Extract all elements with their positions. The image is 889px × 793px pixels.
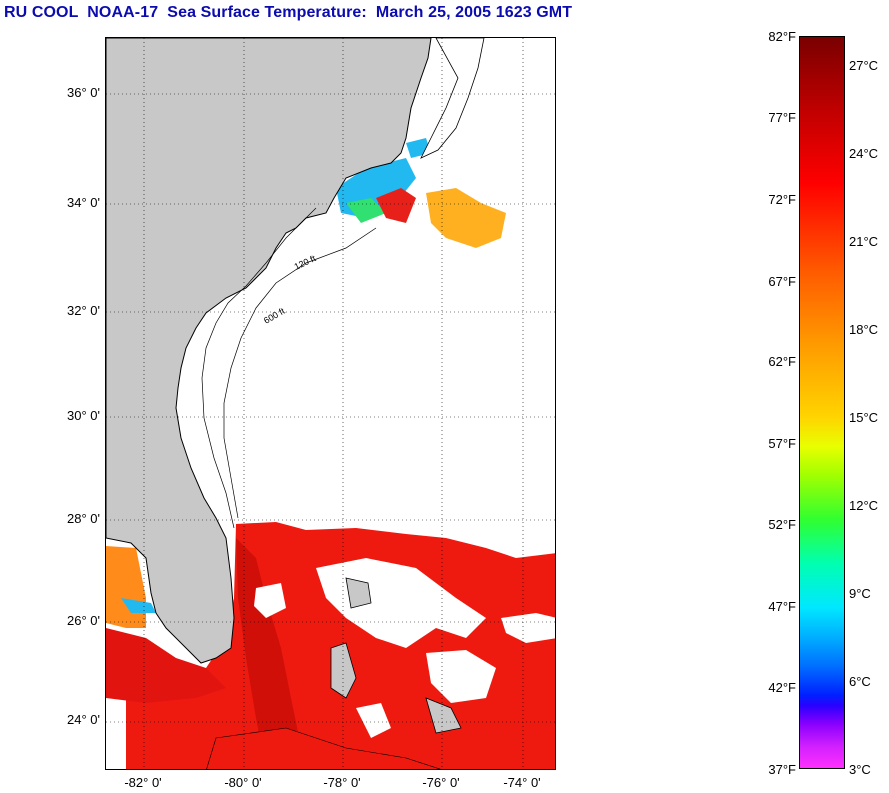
colorbar-label-f: 77°F <box>768 110 796 125</box>
colorbar-label-c: 9°C <box>849 586 871 601</box>
lat-label: 30° 0' <box>67 408 100 423</box>
lon-label: -82° 0' <box>124 775 162 790</box>
colorbar-label-f: 82°F <box>768 29 796 44</box>
sst-map[interactable]: 120 ft 600 ft <box>105 37 556 770</box>
colorbar-label-c: 18°C <box>849 322 879 337</box>
shelf-cool-patch <box>121 598 156 613</box>
lon-label: -80° 0' <box>224 775 262 790</box>
colorbar-label-f: 37°F <box>768 762 796 777</box>
cool-water-edge <box>346 198 386 223</box>
colorbar-label-f: 67°F <box>768 274 796 289</box>
cuba-coast <box>206 727 441 769</box>
colorbar-label-c: 27°C <box>849 58 879 73</box>
cloud-patch <box>356 703 391 738</box>
cloud-patch <box>426 650 496 703</box>
colorbar-label-c: 21°C <box>849 234 879 249</box>
warm-eddy <box>426 188 506 248</box>
colorbar-label-c: 6°C <box>849 674 871 689</box>
lon-label: -78° 0' <box>323 775 361 790</box>
contour-label: 600 ft <box>262 306 287 326</box>
gulf-warm-water <box>106 628 226 703</box>
lat-label: 36° 0' <box>67 85 100 100</box>
colorbar-label-c: 3°C <box>849 762 871 777</box>
isobath-600ft <box>223 227 377 519</box>
cloud-patch <box>254 583 286 618</box>
lat-label: 28° 0' <box>67 511 100 526</box>
lat-label: 34° 0' <box>67 195 100 210</box>
colorbar-label-f: 47°F <box>768 599 796 614</box>
colorbar-label-f: 72°F <box>768 192 796 207</box>
map-title: RU COOL NOAA-17 Sea Surface Temperature:… <box>4 4 573 21</box>
gulfstream-band <box>236 538 306 769</box>
bahamas-island <box>345 577 372 609</box>
land-mass <box>106 38 432 664</box>
bahamas-island <box>330 642 357 699</box>
bahamas-island <box>425 697 462 734</box>
colorbar-label-f: 57°F <box>768 436 796 451</box>
isobath-120ft <box>201 207 317 529</box>
colorbar-label-c: 15°C <box>849 410 879 425</box>
lon-label: -76° 0' <box>422 775 460 790</box>
contour-label: 120 ft <box>293 253 318 272</box>
lat-label: 24° 0' <box>67 712 100 727</box>
colorbar-label-c: 12°C <box>849 498 879 513</box>
colorbar-label-f: 62°F <box>768 354 796 369</box>
outer-banks <box>420 38 485 159</box>
temperature-colorbar <box>799 36 845 769</box>
shelf-orange-water <box>106 546 146 628</box>
cloud-patch <box>501 613 555 643</box>
colorbar-label-f: 52°F <box>768 517 796 532</box>
colorbar-label-c: 24°C <box>849 146 879 161</box>
lon-label: -74° 0' <box>503 775 541 790</box>
lat-label: 26° 0' <box>67 613 100 628</box>
colorbar-label-f: 42°F <box>768 680 796 695</box>
warm-filament <box>376 188 416 223</box>
lat-label: 32° 0' <box>67 303 100 318</box>
